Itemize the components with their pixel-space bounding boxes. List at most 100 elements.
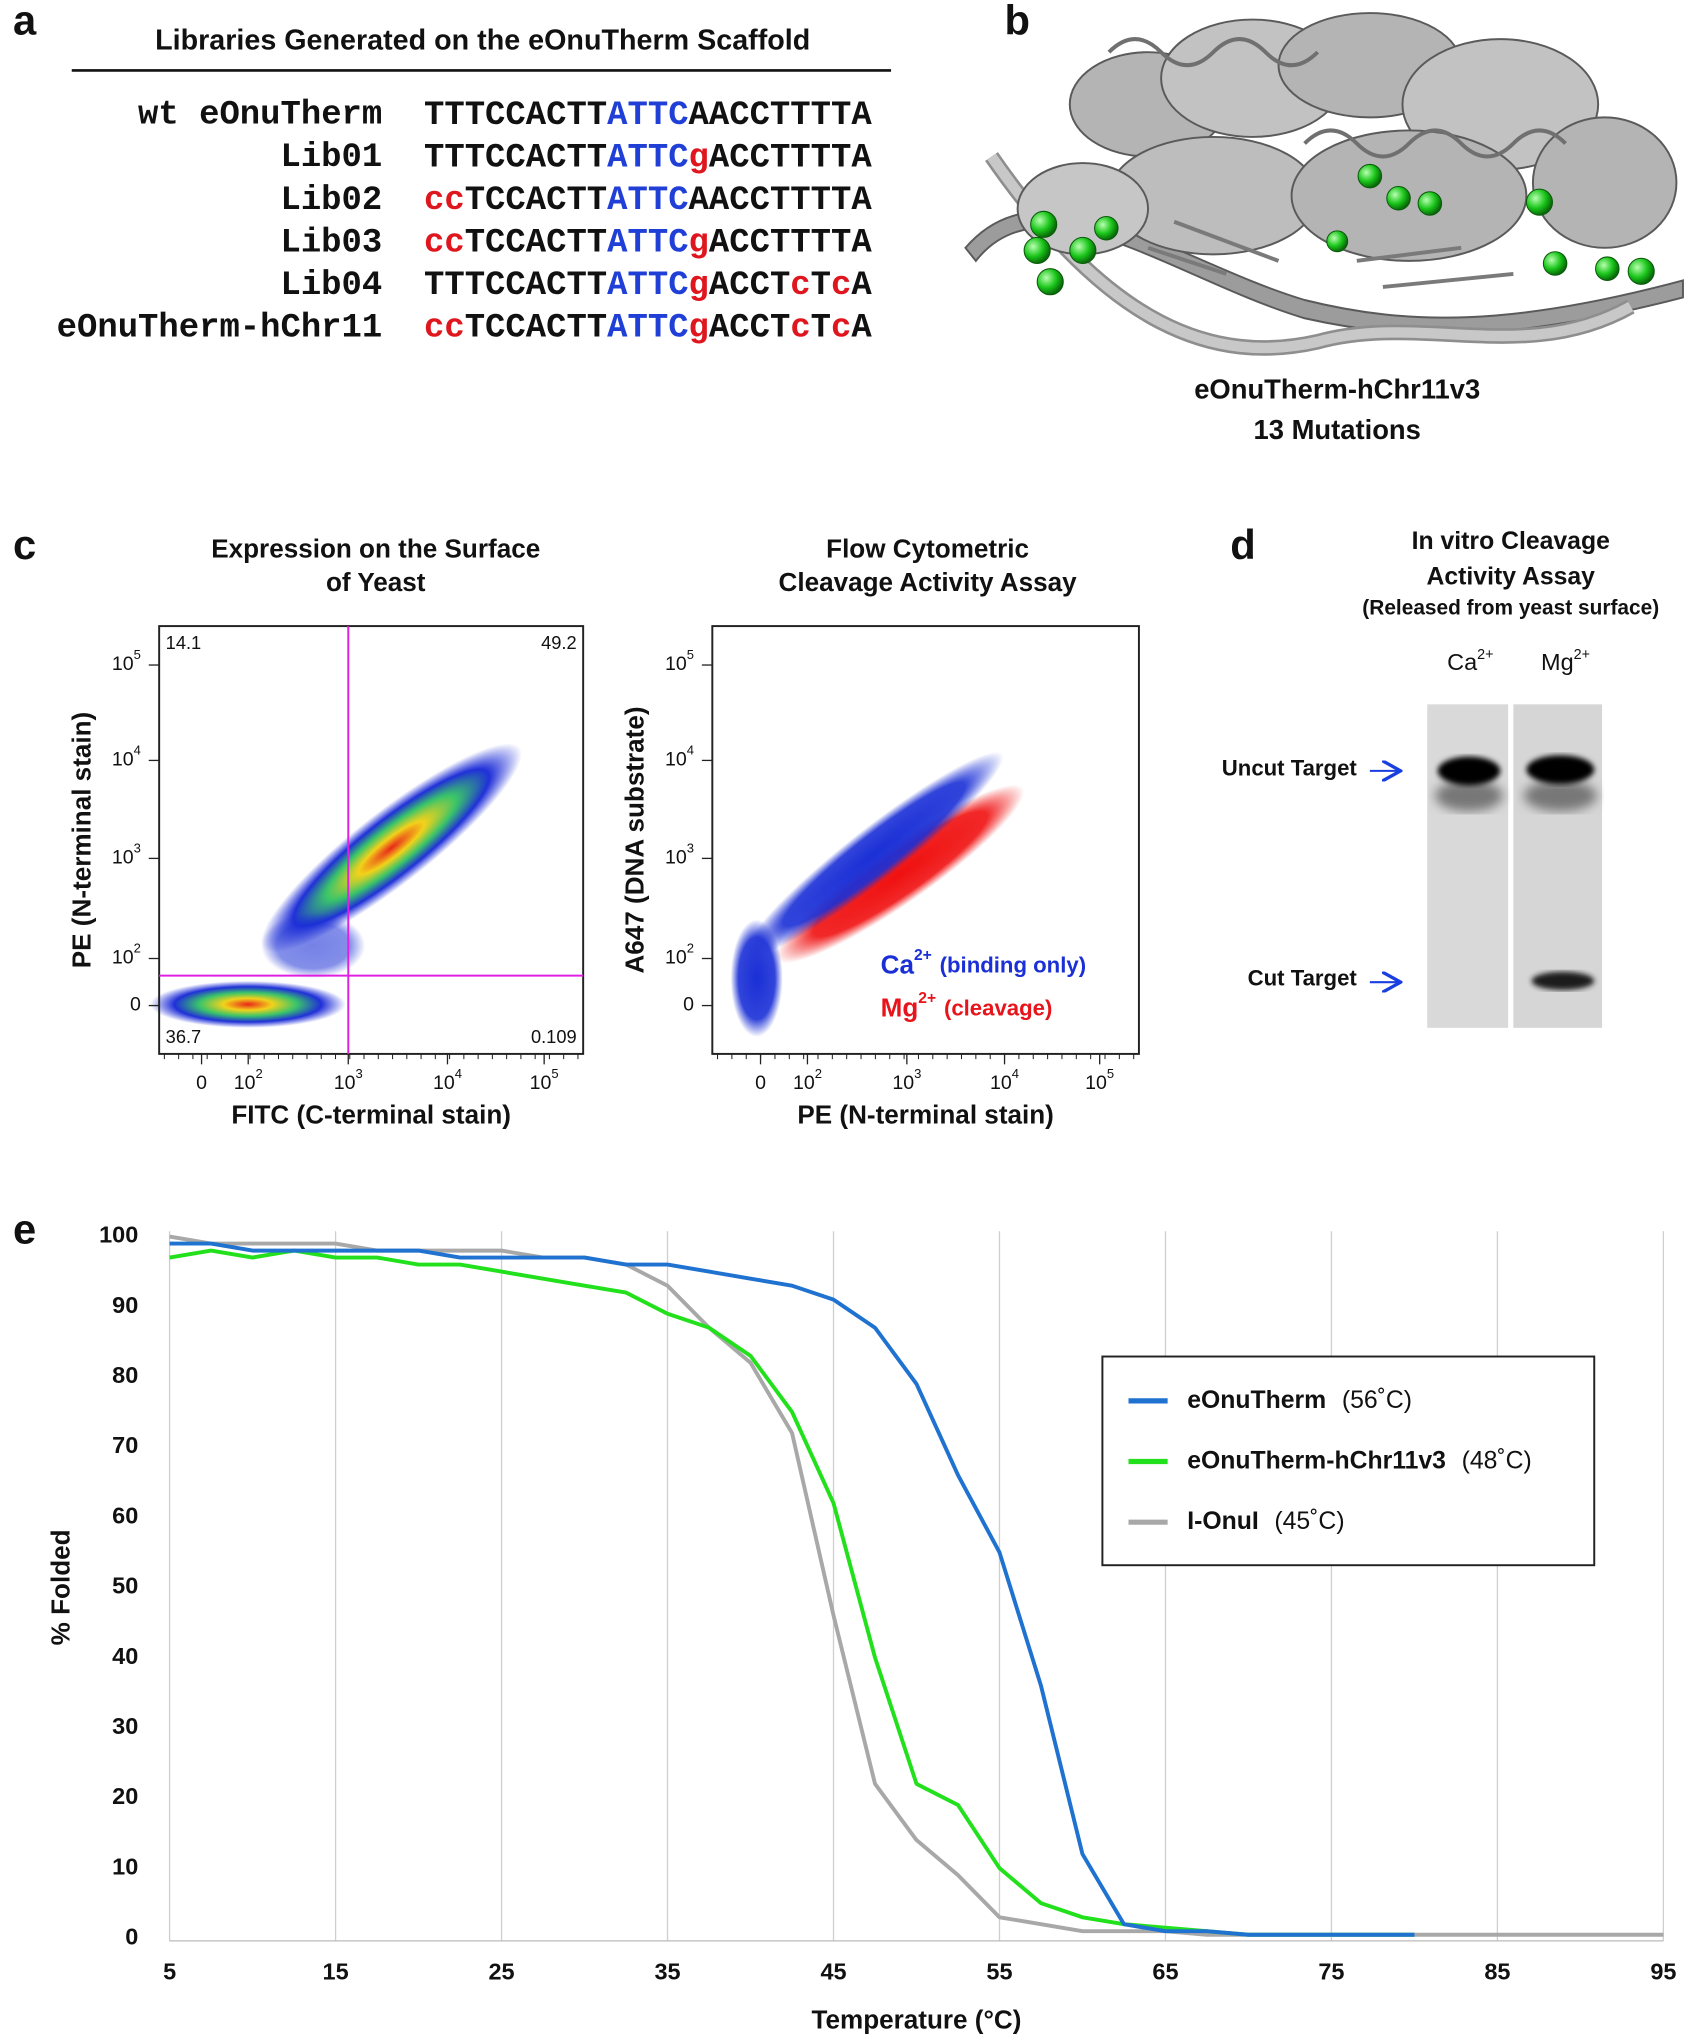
- legend-entry: Mg2+ (cleavage): [881, 990, 1053, 1022]
- library-name: Lib03: [280, 224, 382, 262]
- sequence-segment: ATTC: [607, 267, 688, 305]
- sequence-segment: TCCACTT: [465, 309, 607, 347]
- library-name: Lib02: [280, 182, 382, 220]
- band-label: Uncut Target: [1222, 755, 1358, 780]
- assay-title: Activity Assay: [1427, 563, 1596, 590]
- y-tick-label: 50: [112, 1573, 138, 1599]
- legend-sup: 2+: [918, 990, 936, 1007]
- y-tick-label-base: 10: [112, 847, 134, 869]
- x-tick-label-sup: 5: [1107, 1066, 1114, 1081]
- sequence-segment: c: [831, 267, 851, 305]
- x-tick-label: 103: [892, 1066, 921, 1094]
- y-tick-label-base: 10: [665, 947, 687, 969]
- panel-label: c: [13, 521, 36, 568]
- x-tick-label-base: 10: [990, 1072, 1012, 1094]
- cytometry-density: [150, 743, 1025, 1037]
- x-axis-label: Temperature (°C): [812, 2005, 1022, 2035]
- x-tick-label: 0: [755, 1072, 766, 1094]
- sequence-segment: g: [689, 139, 709, 177]
- sequence-segment: A: [851, 309, 872, 347]
- y-axis-label: % Folded: [46, 1529, 76, 1645]
- library-name: Lib01: [280, 139, 382, 177]
- library-name: eOnuTherm-hChr11: [57, 309, 383, 347]
- sequence-segment: ACCTTTTA: [709, 139, 872, 177]
- sequence: ccTCCACTTATTCAACCTTTTA: [424, 182, 872, 220]
- y-tick-label: 104: [112, 743, 141, 771]
- y-tick-label: 10: [112, 1853, 138, 1879]
- sequence-segment: c: [831, 309, 851, 347]
- sequence: TTTCCACTTATTCgACCTTTTA: [424, 139, 872, 177]
- sequence-segment: g: [689, 224, 709, 262]
- protein-structure: [964, 12, 1684, 356]
- sequence: ccTCCACTTATTCgACCTTTTA: [424, 224, 872, 262]
- y-tick-label: 90: [112, 1292, 138, 1318]
- y-tick-label: 20: [112, 1783, 138, 1809]
- assay-title: In vitro Cleavage: [1412, 528, 1610, 555]
- y-tick-label-base: 0: [683, 994, 694, 1016]
- sequence-segment: T: [811, 309, 831, 347]
- y-tick-label-base: 10: [112, 947, 134, 969]
- sequence-segment: g: [689, 267, 709, 305]
- structure-caption: eOnuTherm-hChr11v3: [1194, 374, 1480, 405]
- y-tick-label-sup: 4: [134, 743, 141, 758]
- lane-label-sup: 2+: [1477, 647, 1493, 663]
- plot-title: of Yeast: [326, 567, 426, 597]
- x-tick-label: 5: [163, 1959, 176, 1985]
- legend-tm: (45˚C): [1274, 1508, 1344, 1535]
- x-tick-label: 105: [1085, 1066, 1114, 1094]
- x-tick-label: 103: [334, 1066, 363, 1094]
- sequence-segment: ATTC: [607, 97, 688, 135]
- panel-label: b: [1005, 0, 1031, 44]
- sequence-segment: ATTC: [607, 182, 688, 220]
- plot-title: Cleavage Activity Assay: [778, 567, 1077, 597]
- y-tick-label: 103: [112, 841, 141, 869]
- y-tick-label: 60: [112, 1502, 138, 1528]
- panel-label: a: [13, 0, 37, 44]
- y-tick-label: 105: [112, 647, 141, 675]
- x-tick-label-base: 10: [234, 1072, 256, 1094]
- sequence-segment: ATTC: [607, 139, 688, 177]
- x-tick-label-sup: 3: [914, 1066, 921, 1081]
- series-line: [169, 1248, 1415, 1937]
- sequence: ccTCCACTTATTCgACCTcTcA: [424, 309, 872, 347]
- legend-entry: Ca2+ (binding only): [881, 947, 1086, 979]
- sequence-segment: AACCTTTTA: [689, 97, 873, 135]
- x-tick-label-base: 10: [433, 1072, 455, 1094]
- lane-label-sup: 2+: [1574, 647, 1590, 663]
- band-label: Cut Target: [1248, 965, 1358, 990]
- x-tick-label-base: 10: [1085, 1072, 1107, 1094]
- sequence-segment: A: [851, 267, 872, 305]
- legend-note: (binding only): [940, 952, 1086, 977]
- series-line: [169, 1234, 1664, 1937]
- y-tick-label-base: 10: [112, 749, 134, 771]
- y-tick-label: 30: [112, 1713, 138, 1739]
- sequence: TTTCCACTTATTCAACCTTTTA: [424, 97, 872, 135]
- y-tick-label: 102: [665, 941, 694, 969]
- x-tick-label: 75: [1318, 1959, 1344, 1985]
- library-name: wt eOnuTherm: [138, 97, 382, 135]
- legend-note: (cleavage): [944, 995, 1052, 1020]
- x-tick-label-base: 0: [755, 1072, 766, 1094]
- y-axis-label: A647 (DNA substrate): [620, 706, 650, 973]
- sequence-segment: TCCACTT: [465, 224, 607, 262]
- x-tick-label-base: 0: [196, 1072, 207, 1094]
- lane-label-base: Ca: [1447, 649, 1478, 675]
- sequence-segment: g: [689, 309, 709, 347]
- y-tick-label-sup: 2: [134, 941, 141, 956]
- x-tick-label: 15: [323, 1959, 349, 1985]
- x-tick-label: 104: [990, 1066, 1019, 1094]
- x-tick-label-base: 10: [793, 1072, 815, 1094]
- x-tick-label: 65: [1152, 1959, 1178, 1985]
- x-tick-label: 102: [793, 1066, 822, 1094]
- legend-entry: I-OnuI (45˚C): [1187, 1508, 1344, 1535]
- sequence-segment: cc: [424, 309, 465, 347]
- x-tick-label-sup: 4: [1012, 1066, 1019, 1081]
- y-tick-label-sup: 5: [134, 647, 141, 662]
- x-tick-label: 104: [433, 1066, 462, 1094]
- y-tick-label: 0: [130, 994, 141, 1016]
- x-tick-label: 0: [196, 1072, 207, 1094]
- y-tick-label-sup: 4: [687, 743, 694, 758]
- structure-caption: 13 Mutations: [1254, 414, 1421, 445]
- x-tick-label-sup: 4: [455, 1066, 462, 1081]
- sequence-segment: cc: [424, 182, 465, 220]
